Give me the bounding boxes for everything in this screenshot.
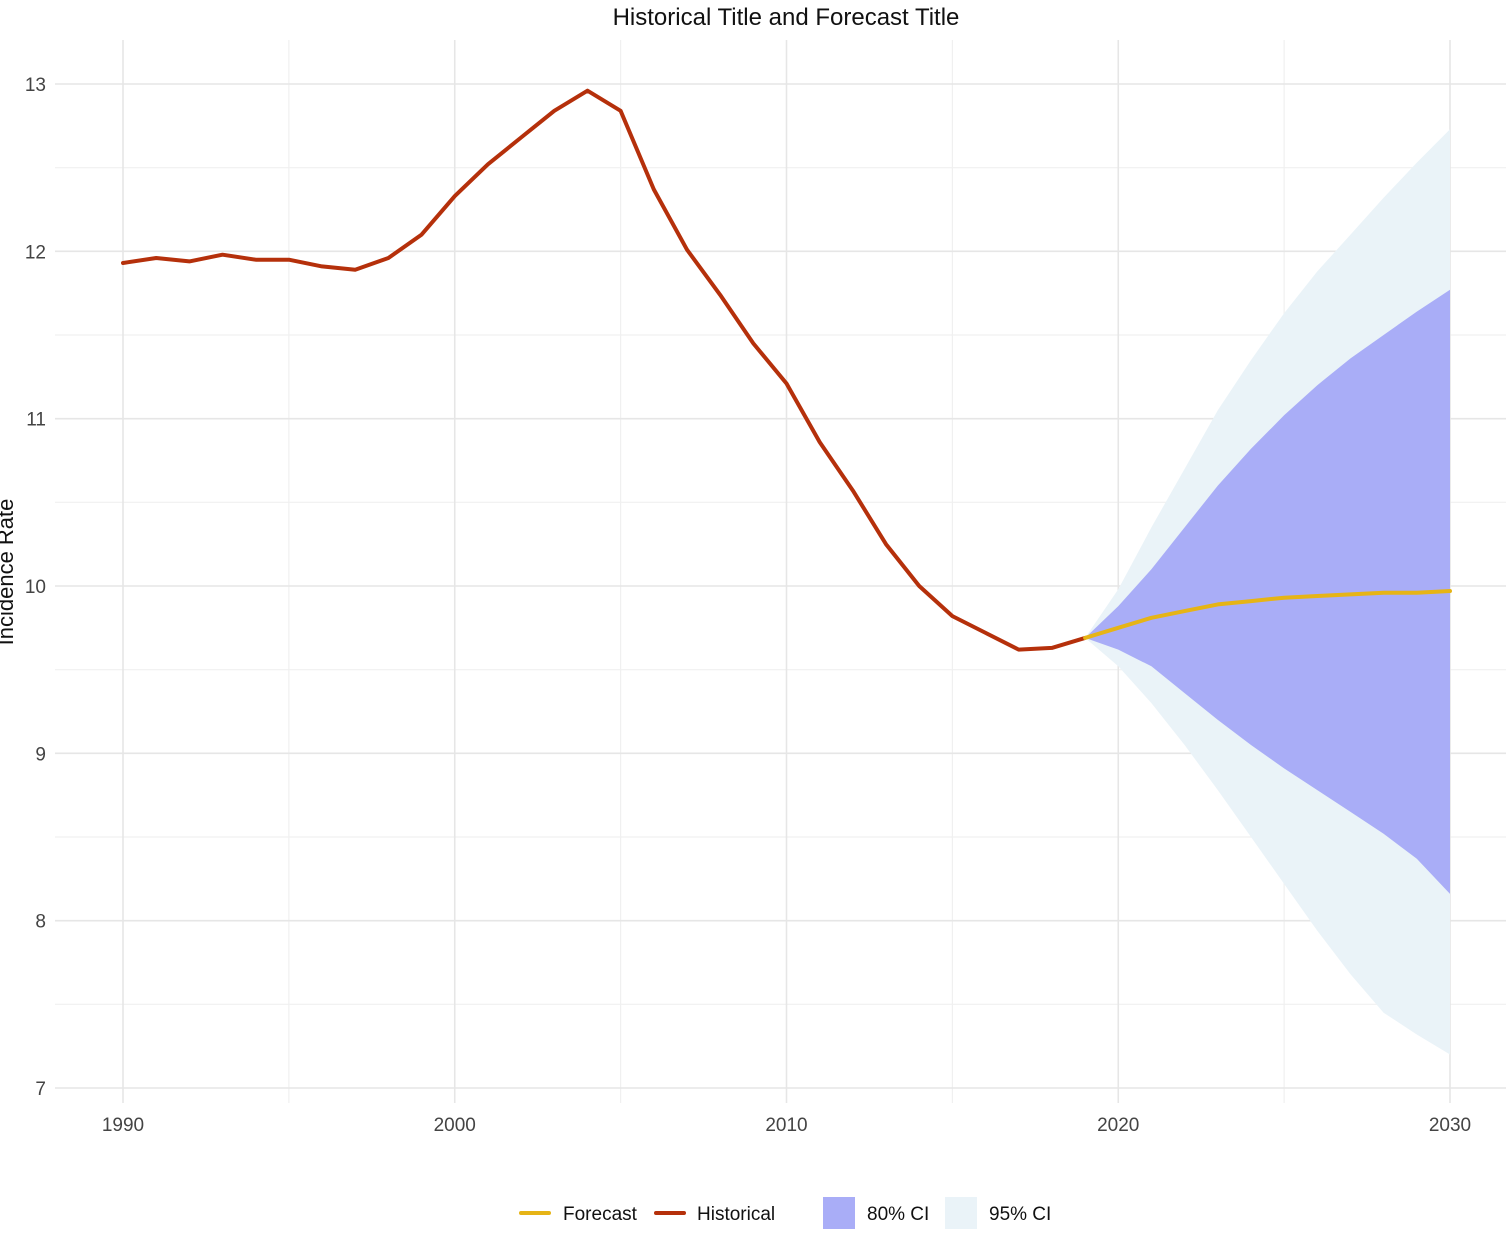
legend: Forecast Historical 80% CI 95% CI: [519, 1197, 1051, 1229]
y-tick-label: 10: [25, 577, 46, 598]
chart-title: Historical Title and Forecast Title: [613, 4, 960, 31]
legend-label: Forecast: [563, 1204, 638, 1225]
legend-label: 95% CI: [989, 1204, 1051, 1225]
y-tick-label: 12: [25, 242, 46, 263]
y-tick-label: 13: [25, 75, 46, 96]
x-tick-label: 2010: [765, 1115, 807, 1136]
confidence-bands: [1085, 129, 1450, 1055]
y-tick-label: 7: [35, 1079, 46, 1100]
legend-swatch: [823, 1197, 855, 1229]
series-lines: [121, 88, 1452, 652]
x-tick-label: 1990: [102, 1115, 144, 1136]
y-axis-ticks: 7 8 9 10 11 12 13: [25, 75, 46, 1100]
y-tick-label: 8: [35, 912, 46, 933]
line-forecast: [1083, 589, 1452, 640]
legend-swatch: [945, 1197, 977, 1229]
y-axis-label: Incidence Rate: [0, 499, 18, 646]
y-tick-label: 9: [35, 744, 46, 765]
legend-label: 80% CI: [867, 1204, 929, 1225]
legend-label: Historical: [697, 1204, 775, 1225]
line-historical: [121, 88, 1088, 652]
x-tick-label: 2000: [434, 1115, 476, 1136]
band-80-ci: [1085, 289, 1450, 894]
x-tick-label: 2020: [1097, 1115, 1139, 1136]
y-tick-label: 11: [26, 410, 46, 431]
x-tick-label: 2030: [1429, 1115, 1471, 1136]
x-axis-ticks: 1990 2000 2010 2020 2030: [102, 1115, 1471, 1136]
